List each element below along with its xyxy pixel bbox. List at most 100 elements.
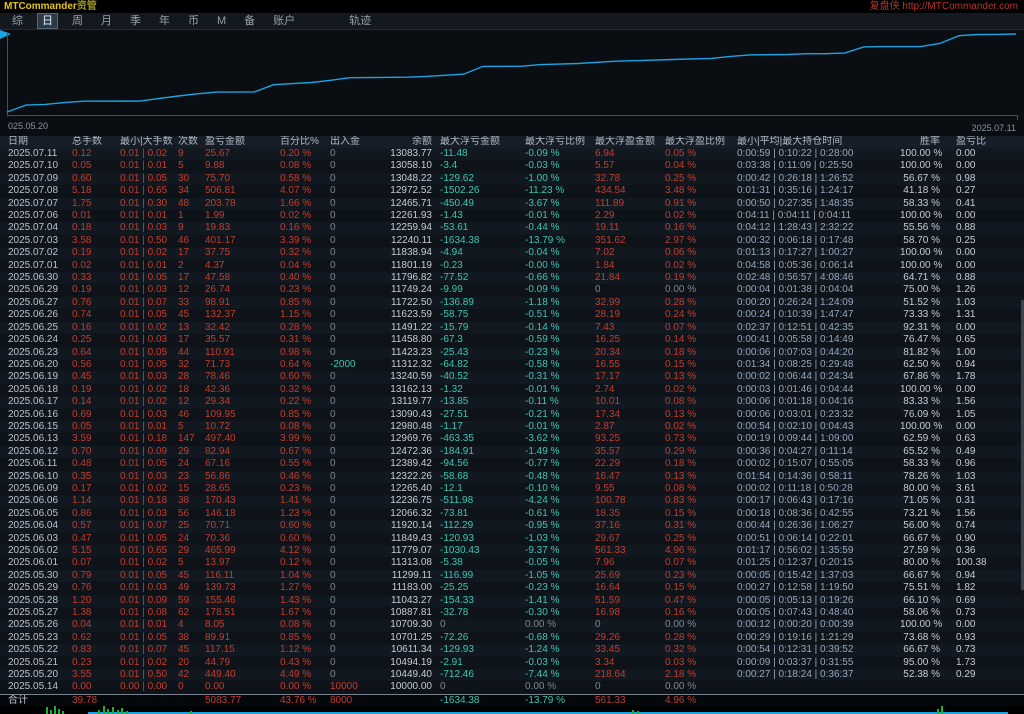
cell-trade-count: 48 bbox=[178, 198, 205, 210]
table-row[interactable]: 2025.06.030.470.01 | 0.052470.360.60 %01… bbox=[0, 533, 1024, 545]
cell-max-float-profit: 434.54 bbox=[595, 185, 665, 197]
column-header-max-float-profit-pct[interactable]: 最大浮盈比例 bbox=[665, 136, 737, 148]
table-row[interactable]: 2025.07.090.600.01 | 0.053075.700.58 %01… bbox=[0, 173, 1024, 185]
table-row[interactable]: 2025.05.140.000.00 | 0.0000.000.00 %1000… bbox=[0, 681, 1024, 693]
table-row[interactable]: 2025.06.050.860.01 | 0.0356146.181.23 %0… bbox=[0, 508, 1024, 520]
table-row[interactable]: 2025.06.290.190.01 | 0.031226.740.23 %01… bbox=[0, 284, 1024, 296]
table-row[interactable]: 2025.06.250.160.01 | 0.021332.420.28 %01… bbox=[0, 322, 1024, 334]
table-row[interactable]: 2025.07.020.190.01 | 0.021737.750.32 %01… bbox=[0, 247, 1024, 259]
table-row[interactable]: 2025.06.180.190.01 | 0.021842.360.32 %01… bbox=[0, 384, 1024, 396]
column-header-percent[interactable]: 百分比% bbox=[280, 136, 330, 148]
table-row[interactable]: 2025.07.071.750.01 | 0.3048203.781.66 %0… bbox=[0, 198, 1024, 210]
menu-item-账户[interactable]: 账户 bbox=[269, 14, 299, 28]
table-row[interactable]: 2025.05.290.760.01 | 0.0349139.731.27 %0… bbox=[0, 582, 1024, 594]
column-header-total-lots[interactable]: 总手数 bbox=[72, 136, 120, 148]
table-row[interactable]: 2025.07.100.050.01 | 0.0159.880.08 %0130… bbox=[0, 160, 1024, 172]
cell-max-float-profit: 21.84 bbox=[595, 272, 665, 284]
column-header-max-float-profit[interactable]: 最大浮盈金额 bbox=[595, 136, 665, 148]
cell-hold-time: 0:00:41 | 0:05:58 | 0:14:49 bbox=[737, 334, 900, 346]
cell-min-max-lots: 0.01 | 0.05 bbox=[120, 359, 178, 371]
table-row[interactable]: 2025.06.133.590.01 | 0.18147497.403.99 %… bbox=[0, 433, 1024, 445]
table-row[interactable]: 2025.07.085.180.01 | 0.6534506.814.07 %0… bbox=[0, 185, 1024, 197]
cell-trade-count: 45 bbox=[178, 309, 205, 321]
table-row[interactable]: 2025.06.200.560.01 | 0.053271.730.64 %-2… bbox=[0, 359, 1024, 371]
table-row[interactable]: 2025.06.240.250.01 | 0.031735.570.31 %01… bbox=[0, 334, 1024, 346]
cell-date: 2025.06.17 bbox=[8, 396, 72, 408]
table-row[interactable]: 2025.07.110.120.01 | 0.02925.670.20 %013… bbox=[0, 148, 1024, 160]
table-row[interactable]: 2025.05.271.380.01 | 0.0862178.511.67 %0… bbox=[0, 607, 1024, 619]
column-header-trade-count[interactable]: 次数 bbox=[178, 136, 205, 148]
table-row[interactable]: 2025.06.230.640.01 | 0.0544110.910.98 %0… bbox=[0, 347, 1024, 359]
table-row[interactable]: 2025.06.061.140.01 | 0.1838170.431.41 %0… bbox=[0, 495, 1024, 507]
table-row[interactable]: 2025.06.190.450.01 | 0.032878.460.60 %01… bbox=[0, 371, 1024, 383]
table-row[interactable]: 2025.05.300.790.01 | 0.0545116.111.04 %0… bbox=[0, 570, 1024, 582]
cell-balance: 10611.34 bbox=[385, 644, 440, 656]
menu-item-币[interactable]: 币 bbox=[184, 14, 203, 28]
cell-total-lots: 0.86 bbox=[72, 508, 120, 520]
table-row[interactable]: 2025.05.203.550.01 | 0.5042449.404.49 %0… bbox=[0, 669, 1024, 681]
table-row[interactable]: 2025.06.300.330.01 | 0.051747.580.40 %01… bbox=[0, 272, 1024, 284]
cell-date: 2025.06.11 bbox=[8, 458, 72, 470]
cell-win-rate: 100.00 % bbox=[900, 384, 948, 396]
menu-item-周[interactable]: 周 bbox=[68, 14, 87, 28]
menu-item-轨迹[interactable]: 轨迹 bbox=[345, 14, 375, 28]
table-row[interactable]: 2025.06.150.050.01 | 0.01510.720.08 %012… bbox=[0, 421, 1024, 433]
table-row[interactable]: 2025.06.025.150.01 | 0.6529465.994.12 %0… bbox=[0, 545, 1024, 557]
table-row[interactable]: 2025.06.120.700.01 | 0.092982.940.67 %01… bbox=[0, 446, 1024, 458]
menu-item-日[interactable]: 日 bbox=[37, 13, 58, 29]
column-header-balance[interactable]: 余额 bbox=[385, 136, 440, 148]
column-header-hold-time[interactable]: 最小|平均|最大持仓时间 bbox=[737, 136, 900, 148]
table-row[interactable]: 2025.06.270.760.01 | 0.073398.910.85 %01… bbox=[0, 297, 1024, 309]
cell-total-lots: 3.58 bbox=[72, 235, 120, 247]
menu-item-备[interactable]: 备 bbox=[240, 14, 259, 28]
menu-item-季[interactable]: 季 bbox=[126, 14, 145, 28]
cell-max-float-loss-pct: -0.09 % bbox=[525, 284, 595, 296]
table-row[interactable]: 2025.07.033.580.01 | 0.5046401.173.39 %0… bbox=[0, 235, 1024, 247]
column-header-cash-flow[interactable]: 出入金 bbox=[330, 136, 385, 148]
column-header-min-max-lots[interactable]: 最小|大手数 bbox=[120, 136, 178, 148]
table-row[interactable]: 2025.05.210.230.01 | 0.022044.790.43 %01… bbox=[0, 657, 1024, 669]
menu-item-月[interactable]: 月 bbox=[97, 14, 116, 28]
column-header-pl-ratio[interactable]: 盈亏比 bbox=[948, 136, 1016, 148]
table-row[interactable]: 2025.05.230.620.01 | 0.053889.910.85 %01… bbox=[0, 632, 1024, 644]
column-header-win-rate[interactable]: 胜率 bbox=[900, 136, 948, 148]
menu-item-M[interactable]: M bbox=[213, 14, 230, 28]
cell-hold-time: 0:00:05 | 0:05:13 | 0:19:26 bbox=[737, 595, 900, 607]
cell-trade-count: 29 bbox=[178, 446, 205, 458]
column-header-profit[interactable]: 盈亏金额 bbox=[205, 136, 280, 148]
table-row[interactable]: 2025.06.170.140.01 | 0.021229.340.22 %01… bbox=[0, 396, 1024, 408]
table-row[interactable]: 2025.05.260.040.01 | 0.0148.050.08 %0107… bbox=[0, 619, 1024, 631]
cell-hold-time: 0:00:20 | 0:26:24 | 1:24:09 bbox=[737, 297, 900, 309]
cell-profit: 116.11 bbox=[205, 570, 280, 582]
table-row[interactable]: 2025.05.281.200.01 | 0.0959155.461.43 %0… bbox=[0, 595, 1024, 607]
table-row[interactable]: 2025.06.110.480.01 | 0.052467.160.55 %01… bbox=[0, 458, 1024, 470]
table-row[interactable]: 2025.06.260.740.01 | 0.0545132.371.15 %0… bbox=[0, 309, 1024, 321]
column-header-max-float-loss[interactable]: 最大浮亏金额 bbox=[440, 136, 525, 148]
table-row[interactable]: 2025.07.010.020.01 | 0.0124.370.04 %0118… bbox=[0, 260, 1024, 272]
table-row[interactable]: 2025.06.160.690.01 | 0.0346109.950.85 %0… bbox=[0, 409, 1024, 421]
column-header-date[interactable]: 日期 bbox=[8, 136, 72, 148]
cell-hold-time: 0:03:38 | 0:11:09 | 0:25:50 bbox=[737, 160, 900, 172]
menu-item-年[interactable]: 年 bbox=[155, 14, 174, 28]
table-row[interactable]: 2025.05.220.830.01 | 0.0745117.151.12 %0… bbox=[0, 644, 1024, 656]
cell-min-max-lots: 0.01 | 0.02 bbox=[120, 483, 178, 495]
mini-bar-tick bbox=[107, 709, 109, 714]
table-row[interactable]: 2025.06.040.570.01 | 0.072570.710.60 %01… bbox=[0, 520, 1024, 532]
cell-pl-ratio: 0.00 bbox=[948, 160, 1016, 172]
table-row[interactable]: 2025.06.100.350.01 | 0.032356.860.46 %01… bbox=[0, 471, 1024, 483]
cell-win-rate: 100.00 % bbox=[900, 210, 948, 222]
table-row[interactable]: 2025.06.090.170.01 | 0.021528.650.23 %01… bbox=[0, 483, 1024, 495]
cell-percent: 3.99 % bbox=[280, 433, 330, 445]
cell-win-rate: 66.67 % bbox=[900, 644, 948, 656]
column-header-max-float-loss-pct[interactable]: 最大浮亏比例 bbox=[525, 136, 595, 148]
table-row[interactable]: 2025.07.040.180.01 | 0.03919.830.16 %012… bbox=[0, 222, 1024, 234]
daily-stats-table: 日期总手数最小|大手数次数盈亏金额百分比%出入金余额最大浮亏金额最大浮亏比例最大… bbox=[0, 136, 1024, 706]
cell-hold-time: 0:00:29 | 0:19:16 | 1:21:29 bbox=[737, 632, 900, 644]
menu-item-综[interactable]: 综 bbox=[8, 14, 27, 28]
cell-cash-flow: 0 bbox=[330, 272, 385, 284]
table-row[interactable]: 2025.07.060.010.01 | 0.0111.990.02 %0122… bbox=[0, 210, 1024, 222]
cell-balance: 13048.22 bbox=[385, 173, 440, 185]
cell-max-float-profit: 32.99 bbox=[595, 297, 665, 309]
cell-max-float-loss: -32.78 bbox=[440, 607, 525, 619]
table-row[interactable]: 2025.06.010.070.01 | 0.02513.970.12 %011… bbox=[0, 557, 1024, 569]
